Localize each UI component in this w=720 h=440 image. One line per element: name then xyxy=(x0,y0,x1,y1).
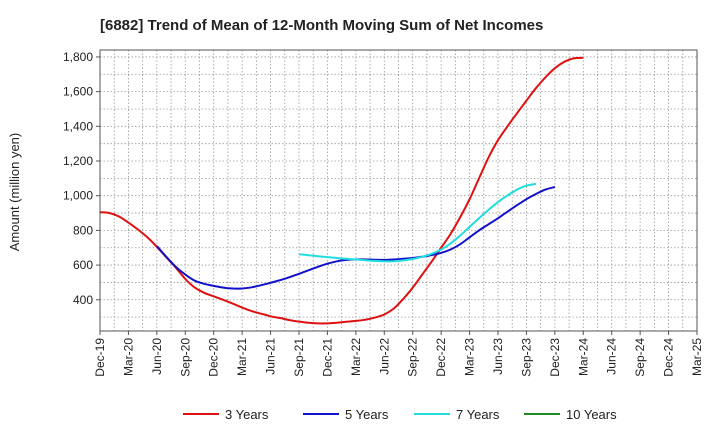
x-tick-label: Dec-24 xyxy=(662,338,676,377)
legend-label: 10 Years xyxy=(566,407,617,422)
y-tick-label: 800 xyxy=(73,223,93,237)
x-tick-label: Mar-24 xyxy=(576,338,590,376)
y-ticks: 400 600 800 1,000 1,200 1,400 1,600 1,800 xyxy=(63,50,100,307)
chart-title: [6882] Trend of Mean of 12-Month Moving … xyxy=(100,17,543,34)
x-tick-label: Mar-23 xyxy=(463,338,477,376)
x-tick-label: Mar-25 xyxy=(690,338,704,376)
legend-label: 7 Years xyxy=(456,407,500,422)
series-line-3-years xyxy=(99,56,584,325)
x-tick-label: Dec-20 xyxy=(207,338,221,377)
x-tick-label: Mar-20 xyxy=(121,338,135,376)
plot-frame xyxy=(99,49,698,332)
x-tick-label: Sep-22 xyxy=(406,338,420,377)
y-tick-label: 1,800 xyxy=(63,50,93,64)
x-tick-label: Sep-24 xyxy=(633,338,647,377)
y-tick-label: 1,200 xyxy=(63,154,93,168)
y-tick-label: 1,000 xyxy=(63,189,93,203)
y-tick-label: 400 xyxy=(73,293,93,307)
x-ticks: Dec-19 Mar-20 Jun-20 Sep-20 Dec-20 Mar-21 Jun-… xyxy=(93,331,704,377)
x-tick-label: Jun-24 xyxy=(605,338,619,375)
legend-label: 5 Years xyxy=(345,407,389,422)
x-tick-label: Dec-21 xyxy=(320,338,334,377)
x-tick-label: Dec-23 xyxy=(548,338,562,377)
x-tick-label: Dec-22 xyxy=(434,338,448,377)
x-tick-label: Dec-19 xyxy=(93,338,107,377)
x-tick-label: Jun-22 xyxy=(377,338,391,375)
x-tick-label: Mar-22 xyxy=(349,338,363,376)
x-tick-label: Jun-21 xyxy=(264,338,278,375)
y-tick-label: 600 xyxy=(73,258,93,272)
y-axis-label: Amount (million yen) xyxy=(7,133,22,252)
legend: 3 Years 5 Years 7 Years 10 Years xyxy=(183,407,617,422)
x-tick-label: Jun-23 xyxy=(491,338,505,375)
grid xyxy=(99,50,698,331)
x-tick-label: Sep-20 xyxy=(178,338,192,377)
x-tick-label: Mar-21 xyxy=(235,338,249,376)
y-tick-label: 1,600 xyxy=(63,85,93,99)
x-tick-label: Sep-21 xyxy=(292,338,306,377)
series-layer xyxy=(99,56,584,325)
x-tick-label: Jun-20 xyxy=(150,338,164,375)
series-line-7-years xyxy=(298,182,537,263)
legend-label: 3 Years xyxy=(225,407,269,422)
series-line-5-years xyxy=(156,186,556,290)
x-tick-label: Sep-23 xyxy=(519,338,533,377)
y-tick-label: 1,400 xyxy=(63,119,93,133)
